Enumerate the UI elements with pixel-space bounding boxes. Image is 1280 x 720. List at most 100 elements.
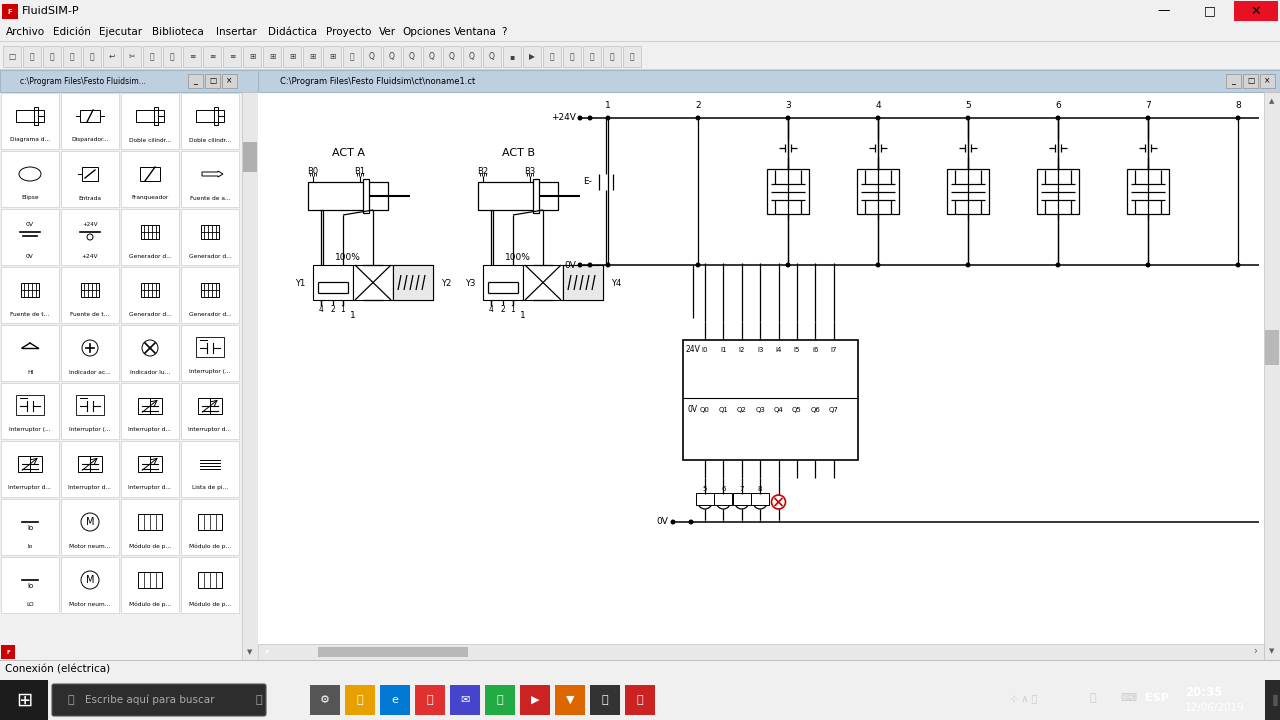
Bar [393, 265, 433, 300]
Bar [503, 46, 521, 67]
Text: ▶: ▶ [531, 695, 539, 705]
Bar [1, 645, 15, 659]
Bar [260, 645, 274, 659]
Text: Q4: Q4 [773, 407, 783, 413]
Bar [1, 151, 59, 207]
Text: lo: lo [27, 544, 32, 549]
Circle shape [876, 263, 881, 268]
Bar [1, 441, 59, 497]
Bar [122, 267, 179, 323]
Text: □: □ [1204, 4, 1216, 17]
Bar [451, 685, 480, 715]
Bar [44, 46, 61, 67]
Text: Interruptor (...: Interruptor (... [189, 369, 230, 374]
Text: I1: I1 [721, 347, 727, 353]
Text: Q: Q [410, 52, 415, 61]
Text: I0: I0 [701, 347, 708, 353]
Text: 1: 1 [351, 310, 356, 320]
Bar [403, 46, 421, 67]
Text: □: □ [209, 76, 216, 86]
Bar [1265, 680, 1280, 720]
Bar [364, 46, 381, 67]
Bar [180, 93, 239, 149]
Circle shape [588, 263, 593, 268]
Text: 🌐: 🌐 [497, 695, 503, 705]
Text: Q: Q [449, 52, 454, 61]
Bar [122, 441, 179, 497]
Text: c:\Program Files\Festo Fluidsim...: c:\Program Files\Festo Fluidsim... [20, 76, 146, 86]
Bar [143, 46, 161, 67]
Text: Ver: Ver [379, 27, 396, 37]
Bar [180, 151, 239, 207]
Text: Diagrama d...: Diagrama d... [10, 138, 50, 143]
Text: Q: Q [389, 52, 396, 61]
Text: ⧉: ⧉ [170, 52, 174, 61]
Text: 0V: 0V [657, 518, 668, 526]
Text: □: □ [9, 52, 15, 61]
Text: Módulo de p...: Módulo de p... [189, 544, 232, 549]
Text: Generador d...: Generador d... [128, 312, 172, 317]
Bar [61, 557, 119, 613]
Bar [563, 46, 581, 67]
Bar [563, 265, 603, 300]
Bar [1, 383, 59, 439]
Bar [483, 46, 500, 67]
Text: ›: › [1253, 646, 1257, 656]
Bar [221, 74, 237, 88]
Text: 7: 7 [1146, 102, 1151, 110]
Circle shape [1056, 115, 1061, 120]
Bar [1037, 169, 1079, 214]
Bar [0, 41, 1280, 42]
Bar [204, 46, 221, 67]
Text: C:\Program Files\Festo Fluidsim\ct\noname1.ct: C:\Program Files\Festo Fluidsim\ct\nonam… [280, 76, 475, 86]
Text: I6: I6 [812, 347, 818, 353]
Bar [696, 493, 714, 505]
Text: Generador d...: Generador d... [128, 253, 172, 258]
Text: ⊞: ⊞ [248, 52, 255, 61]
Bar [180, 267, 239, 323]
Circle shape [695, 263, 700, 268]
Bar [61, 325, 119, 381]
Bar [1, 499, 59, 555]
Text: Ejecutar: Ejecutar [100, 27, 142, 37]
Bar [485, 685, 515, 715]
Text: Interruptor d...: Interruptor d... [9, 485, 51, 490]
Text: lo: lo [27, 525, 33, 531]
Bar [122, 557, 179, 613]
Bar [323, 46, 340, 67]
Text: Generador d...: Generador d... [188, 312, 232, 317]
Bar [61, 267, 119, 323]
Text: Interruptor (...: Interruptor (... [9, 428, 51, 433]
Text: ⏭: ⏭ [590, 52, 594, 61]
Bar [223, 46, 241, 67]
Bar [154, 107, 157, 125]
Bar [1226, 74, 1242, 88]
Bar [732, 493, 751, 505]
Bar [314, 265, 353, 300]
Bar [123, 46, 141, 67]
Bar [3, 4, 18, 19]
Text: 100%: 100% [506, 253, 531, 261]
Text: Q2: Q2 [737, 407, 746, 413]
Bar [23, 46, 41, 67]
Bar [180, 383, 239, 439]
Text: B3: B3 [525, 168, 535, 176]
Bar [477, 182, 558, 210]
Bar [81, 283, 99, 297]
Bar [947, 169, 989, 214]
Text: Interruptor (...: Interruptor (... [69, 428, 111, 433]
Text: ⊞: ⊞ [15, 690, 32, 709]
Bar [78, 456, 102, 472]
Bar [563, 265, 603, 300]
Bar [163, 46, 180, 67]
Text: 2: 2 [330, 305, 335, 313]
Bar [532, 179, 539, 213]
Text: HI: HI [27, 369, 33, 374]
Text: 🔲: 🔲 [349, 52, 355, 61]
Bar [243, 142, 257, 172]
Bar [1265, 92, 1280, 660]
Text: I2: I2 [739, 347, 745, 353]
Text: ⊞: ⊞ [329, 52, 335, 61]
Text: Didáctica: Didáctica [268, 27, 317, 37]
Bar [138, 514, 163, 530]
